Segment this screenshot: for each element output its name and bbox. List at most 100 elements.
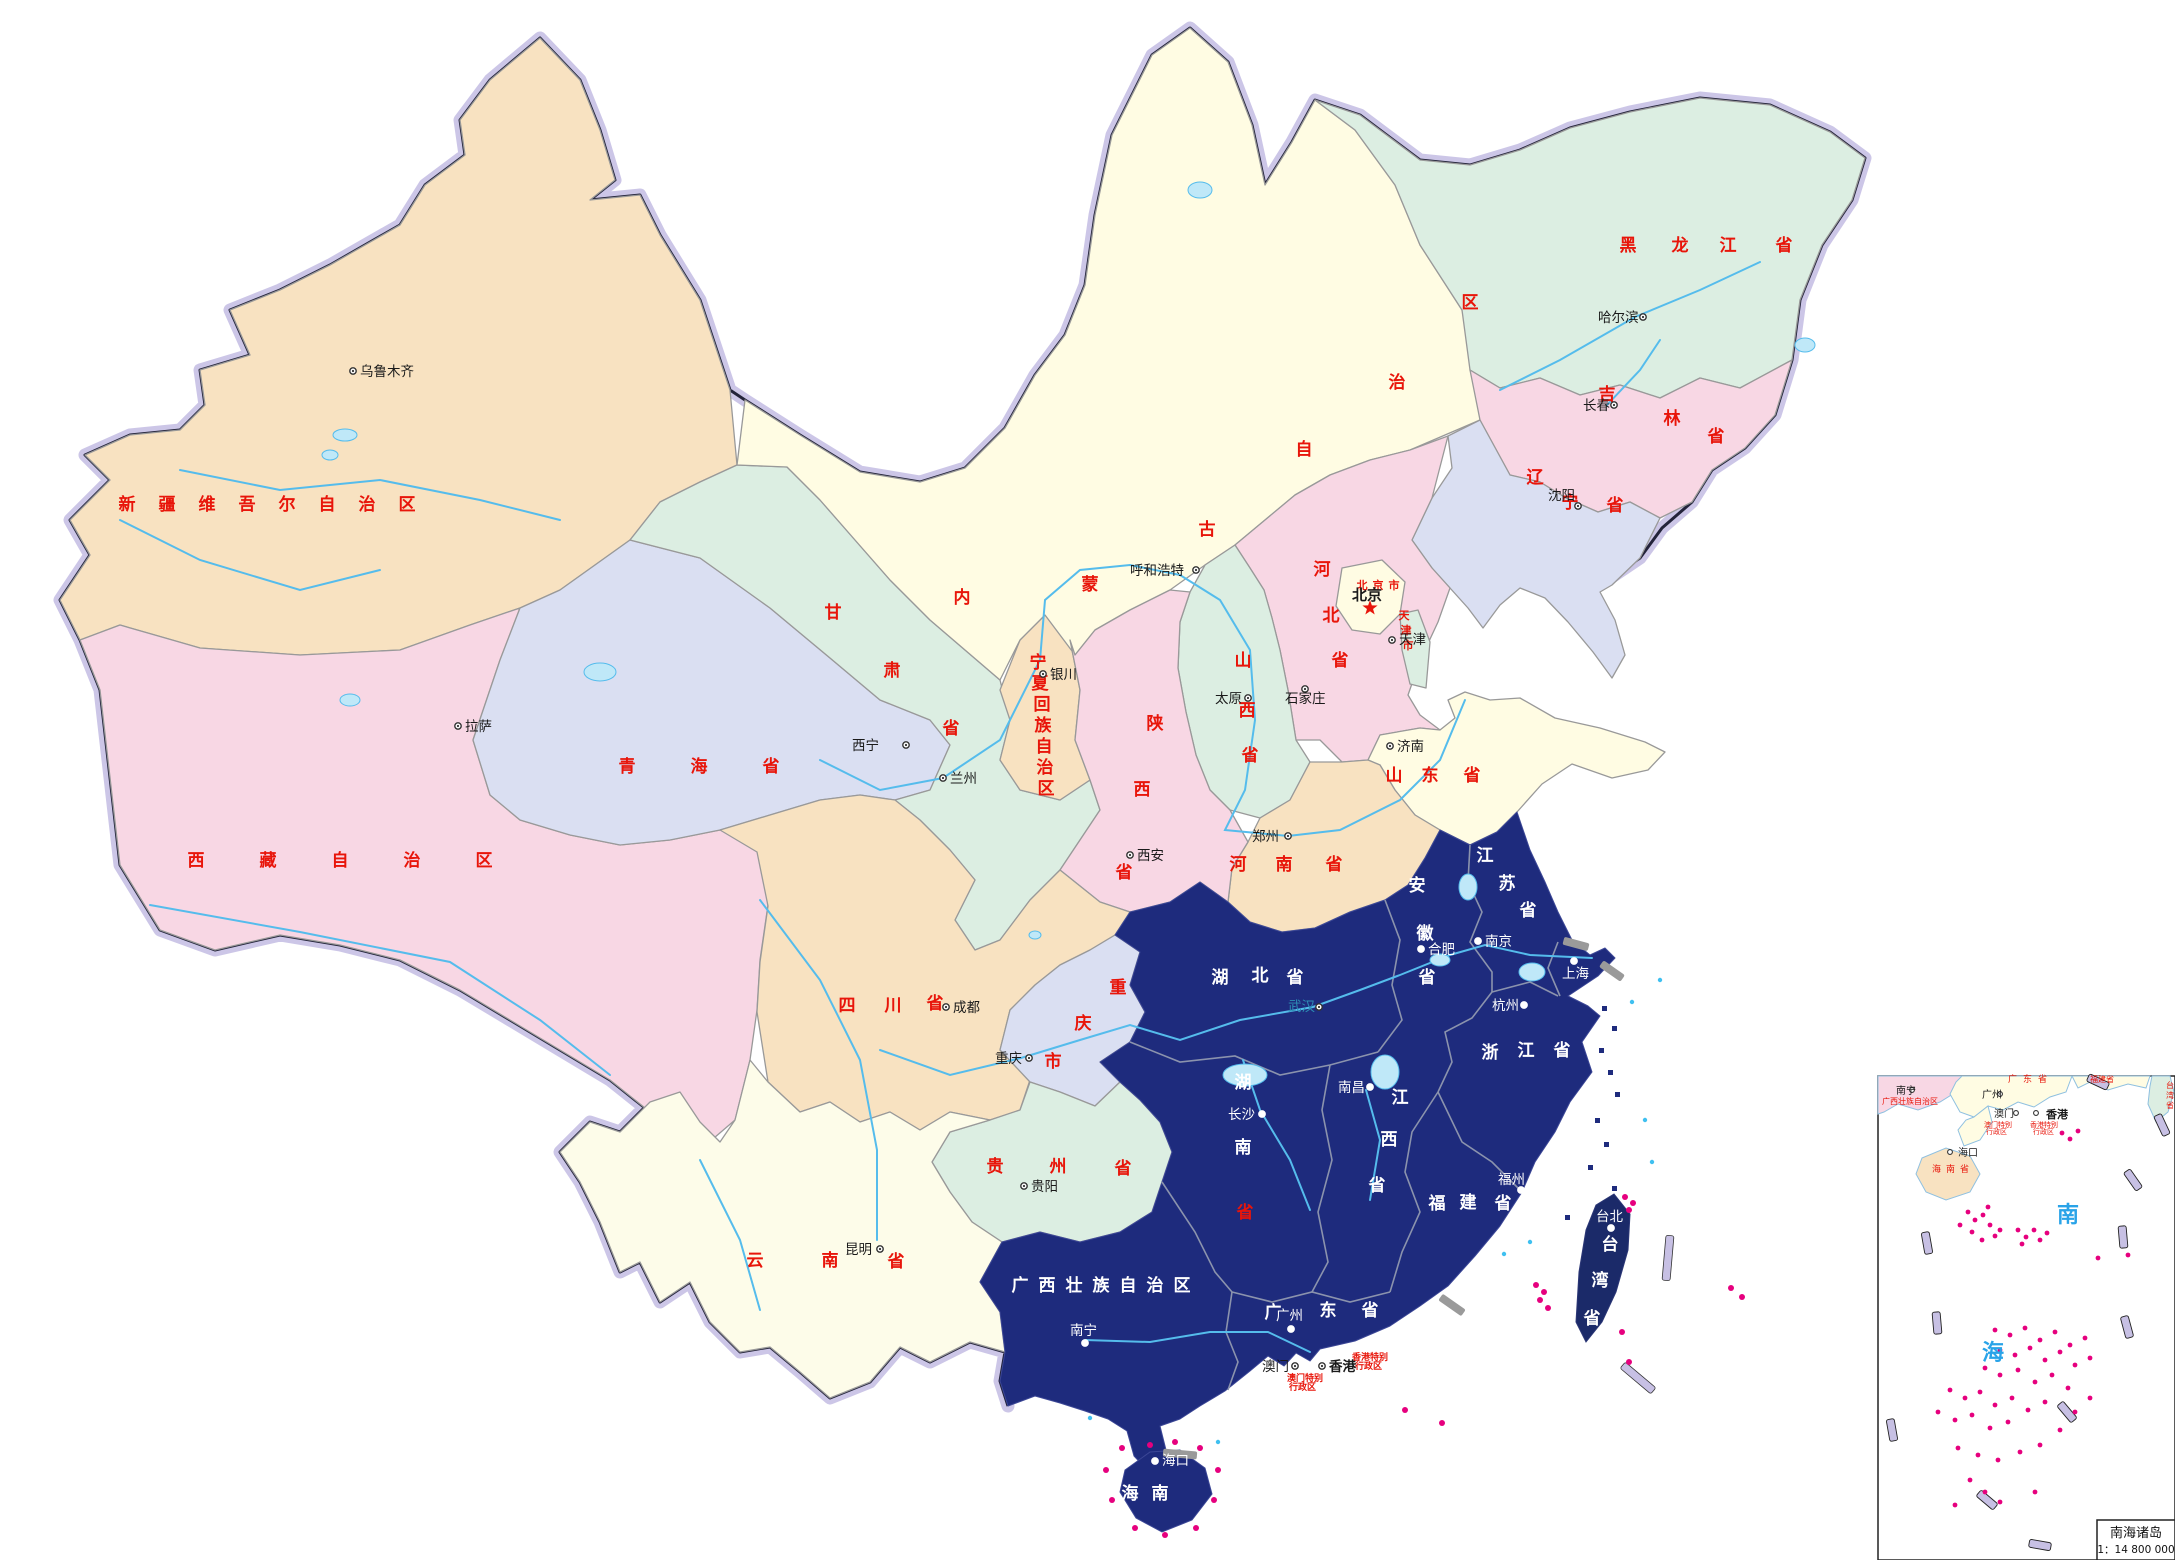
svg-text:区: 区 [1174, 1276, 1191, 1296]
svg-text:龙: 龙 [1671, 235, 1689, 256]
inset-island-dot [2087, 1355, 2093, 1361]
inset-leizhou [1957, 1105, 1993, 1147]
svg-text:省: 省 [1361, 1300, 1379, 1321]
svg-text:省: 省 [1707, 426, 1725, 447]
inset-label-2: 广东省 [2008, 1073, 2053, 1085]
svg-text:治: 治 [1389, 372, 1406, 393]
city-chongqing: 重庆 [995, 1051, 1033, 1067]
svg-text:河: 河 [1230, 855, 1247, 875]
city-fuzhou: 福州 [1498, 1172, 1525, 1194]
city-taipei: 台北 [1596, 1209, 1624, 1232]
province-yunnan[interactable] [559, 1059, 1006, 1399]
city-label-taiyuan: 太原 [1215, 691, 1242, 707]
inner-border-4 [1225, 1291, 1239, 1391]
inset-nine-dash [1921, 1231, 1933, 1255]
sea-boundary-dash [1620, 1362, 1656, 1394]
city-label-zhengzhou: 郑州 [1252, 829, 1279, 845]
inset-scale: 1：14 800 000 [2097, 1544, 2174, 1556]
inset-label-4: 澳门 [1994, 1107, 2014, 1120]
province-heilongjiang[interactable] [1314, 97, 1866, 399]
province-beijing[interactable] [1335, 559, 1406, 635]
lake [321, 449, 339, 461]
inset-label-11: 海南省 [1932, 1163, 1974, 1175]
city-nanchang: 南昌 [1338, 1080, 1374, 1096]
svg-text:疆: 疆 [159, 495, 176, 515]
city-label-fuzhou: 福州 [1498, 1172, 1525, 1188]
reef-dot [1501, 1251, 1507, 1257]
inset-island-dot [1987, 1425, 1993, 1431]
svg-text:维: 维 [199, 494, 216, 515]
province-label-beijing: 北京市 [1357, 578, 1400, 592]
svg-text:庆: 庆 [1075, 1013, 1092, 1034]
city-label-kunming: 昆明 [845, 1242, 872, 1258]
city-lanzhou: 兰州 [939, 771, 977, 787]
city-label-nanchang: 南昌 [1338, 1080, 1365, 1096]
province-label-guangxi: 广西壮族自治区 [1012, 1275, 1191, 1296]
svg-text:江: 江 [1477, 846, 1494, 866]
city-label-nanning: 南宁 [1070, 1322, 1097, 1339]
svg-text:省: 省 [942, 718, 960, 739]
inset-island-dot [1992, 1402, 1998, 1408]
svg-text:南: 南 [822, 1250, 839, 1271]
province-label-guangdong: 广东省 [1265, 1300, 1379, 1323]
inset-island-dot [2031, 1227, 2037, 1233]
island-dot [1103, 1467, 1109, 1473]
inset-island-dot [2075, 1128, 2081, 1134]
inset-island-dot [2009, 1395, 2015, 1401]
city-changchun: 长春 [1583, 398, 1618, 414]
island-dot [1402, 1407, 1408, 1413]
svg-text:吉: 吉 [1599, 385, 1616, 405]
svg-text:治: 治 [1147, 1275, 1164, 1296]
inset-island-dot [2015, 1367, 2021, 1373]
city-hohhot: 呼和浩特 [1130, 563, 1200, 579]
river-8 [759, 899, 878, 1241]
inset-island-dot [2037, 1337, 2043, 1343]
svg-text:西: 西 [1381, 1130, 1398, 1150]
svg-text:回: 回 [1034, 695, 1051, 715]
inset-island-dot [1979, 1237, 1985, 1243]
inset-island-dot [2042, 1357, 2048, 1363]
inset-island-dot [1969, 1229, 1975, 1235]
island-dot [1739, 1294, 1745, 1300]
inset-label-16: 南 [2057, 1203, 2079, 1228]
inset-nine-dash [1886, 1418, 1898, 1442]
island-dot [1626, 1359, 1632, 1365]
island-dot [1109, 1497, 1115, 1503]
selected-southeast-region[interactable] [979, 811, 1616, 1474]
inset-island-dot [2067, 1342, 2073, 1348]
svg-text:省: 省 [1236, 1202, 1254, 1223]
svg-text:自: 自 [319, 494, 336, 515]
coastal-islet [1612, 1186, 1617, 1191]
svg-text:南: 南 [1276, 854, 1293, 875]
svg-text:东: 东 [1320, 1300, 1337, 1321]
inset-island-dot [2057, 1427, 2063, 1433]
inset-island-dot [1997, 1227, 2003, 1233]
island-dot [1162, 1532, 1168, 1538]
svg-text:云: 云 [747, 1251, 764, 1271]
inset-island-dot [1957, 1222, 1963, 1228]
city-label-yinchuan: 银川 [1050, 667, 1077, 683]
city-label-jinan: 济南 [1397, 739, 1424, 755]
province-taiwan[interactable] [1575, 1193, 1631, 1343]
svg-text:州: 州 [1049, 1157, 1067, 1177]
inset-island-dot [2032, 1379, 2038, 1385]
city-yinchuan: 银川 [1039, 667, 1077, 683]
river-11 [1365, 1089, 1382, 1201]
svg-text:族: 族 [1093, 1275, 1111, 1296]
svg-text:自: 自 [1120, 1275, 1137, 1296]
inset-title: 南海诸岛 [2110, 1525, 2162, 1541]
svg-text:省: 省 [1606, 495, 1624, 516]
inset-island-dot [1972, 1217, 1978, 1223]
province-label-jilin: 吉林省 [1599, 385, 1725, 447]
svg-text:肃: 肃 [884, 661, 901, 681]
svg-text:壮: 壮 [1066, 1275, 1083, 1296]
reef-dot [1527, 1239, 1533, 1245]
province-tianjin[interactable] [1399, 609, 1431, 689]
province-label-hubei: 湖 北省 [1212, 966, 1304, 988]
inset-label-5: 香港 [2045, 1107, 2069, 1121]
inset-label-10: 海口 [1958, 1146, 1978, 1159]
inset-island-dot [2087, 1395, 2093, 1401]
svg-text:省: 省 [762, 756, 780, 777]
svg-text:辽: 辽 [1527, 468, 1545, 488]
